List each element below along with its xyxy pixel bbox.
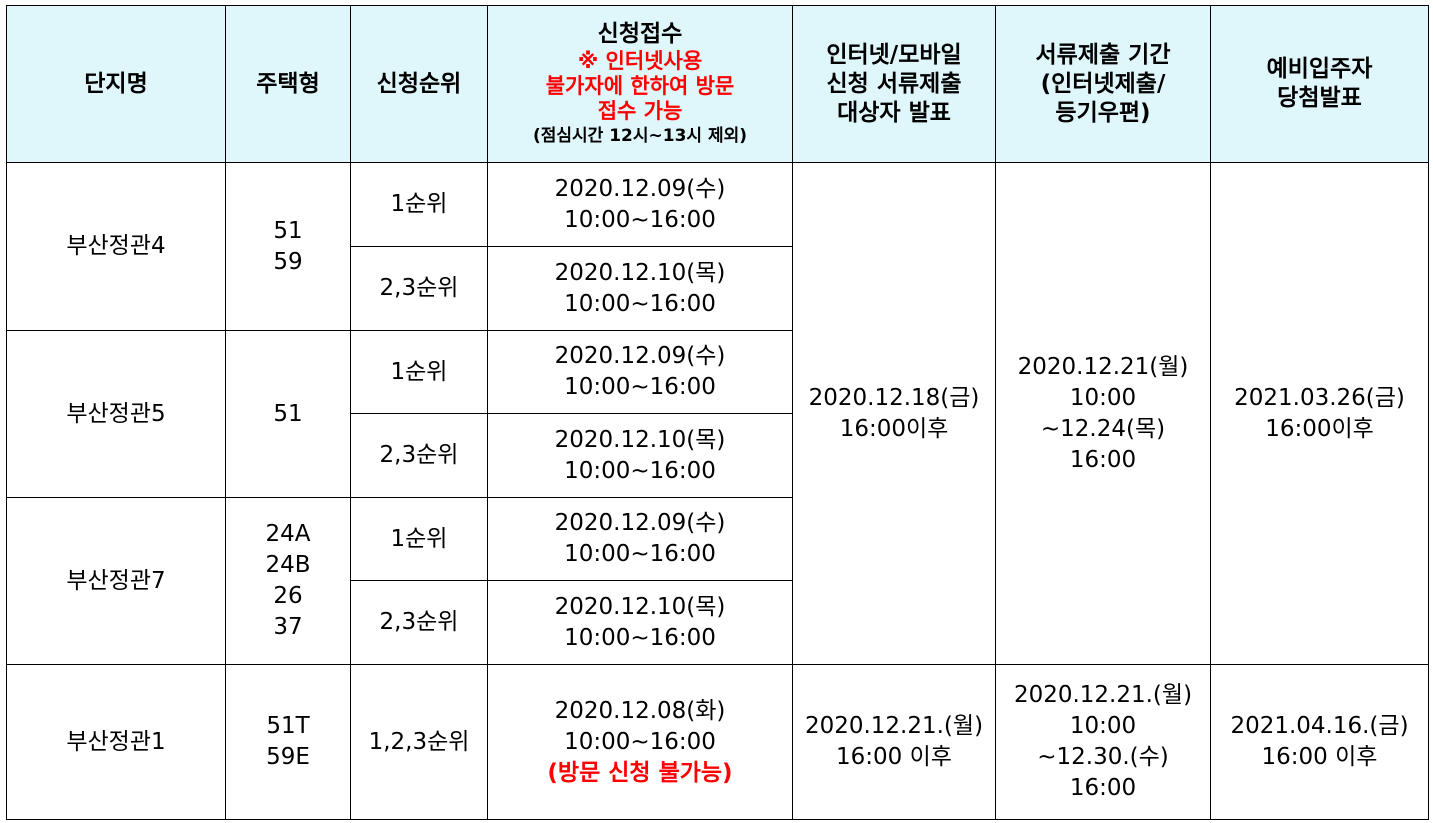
announce-time: 16:00이후 [839,415,949,442]
complex-name: 부산정관5 [6,330,226,498]
header-rank: 신청순위 [350,5,488,163]
rank-cell: 2,3순위 [350,580,488,665]
application-cell: 2020.12.08(화) 10:00~16:00 (방문 신청 불가능) [487,664,793,820]
application-time: 10:00~16:00 [564,290,716,317]
header-submission: 서류제출 기간 (인터넷제출/ 등기우편) [995,5,1211,163]
header-submission-line: 등기우편) [1055,99,1151,126]
submission-shared: 2020.12.21(월) 10:00 ~12.24(목) 16:00 [995,162,1211,665]
application-date: 2020.12.09(수) [554,510,726,536]
submission-line: 16:00 [1069,775,1137,801]
table-row: 부산정관4 51 59 1순위 2020.12.09(수) 10:00~16:0… [6,162,1429,665]
table-row: 2,3순위 2020.12.10(목) 10:00~16:00 [7,246,1429,331]
winner-shared: 2021.03.26(금) 16:00이후 [1210,162,1429,665]
header-announce-line: 인터넷/모바일 [826,41,962,68]
application-time: 10:00~16:00 [564,728,716,755]
header-application-note-3: 접수 가능 [597,99,683,123]
winner-date: 2021.03.26(금) [1234,384,1405,411]
header-application-note-1: ※ 인터넷사용 [577,49,703,73]
header-announce: 인터넷/모바일 신청 서류제출 대상자 발표 [792,5,996,163]
submission-line: ~12.30.(수) [1037,744,1169,770]
header-announce-line: 대상자 발표 [837,99,951,126]
application-cell: 2020.12.10(목) 10:00~16:00 [487,246,793,331]
announce-date: 2020.12.21.(월) [804,713,984,739]
application-time: 10:00~16:00 [564,624,716,651]
submission-line: 2020.12.21(월) [1017,353,1189,380]
house-type: 37 [273,614,303,640]
rank-cell: 1순위 [350,330,488,414]
header-winner-line: 당첨발표 [1277,85,1362,111]
house-type: 51T [266,713,310,739]
application-date: 2020.12.10(목) [554,426,726,453]
rank-cell: 1순위 [350,162,488,247]
table-row: 부산정관5 51 1순위 2020.12.09(수) 10:00~16:00 [6,330,1429,498]
announce-date: 2020.12.18(금) [808,384,980,411]
table-row: 2,3순위 2020.12.10(목) 10:00~16:00 [7,580,1429,665]
rank-cell: 2,3순위 [350,413,488,498]
application-cell: 2020.12.10(목) 10:00~16:00 [487,580,793,665]
application-cell: 2020.12.09(수) 10:00~16:00 [487,162,793,247]
house-type: 59 [273,248,303,275]
house-types: 51 59 [225,162,351,331]
application-cell: 2020.12.10(목) 10:00~16:00 [487,413,793,498]
visit-not-allowed-note: (방문 신청 불가능) [547,759,733,786]
application-time: 10:00~16:00 [564,541,716,567]
house-type: 24B [265,552,311,578]
complex-name: 부산정관4 [6,162,226,331]
application-date: 2020.12.09(수) [554,175,726,202]
table-row: 2,3순위 2020.12.10(목) 10:00~16:00 [7,413,1429,498]
header-application: 신청접수 ※ 인터넷사용 불가자에 한하여 방문 접수 가능 (점심시간 12시… [487,5,793,163]
application-time: 10:00~16:00 [564,374,716,400]
house-types: 51T 59E [225,664,351,820]
submission-cell: 2020.12.21.(월) 10:00 ~12.30.(수) 16:00 [995,664,1211,820]
application-date: 2020.12.10(목) [554,593,726,620]
rank-cell: 2,3순위 [350,246,488,331]
winner-cell: 2021.04.16.(금) 16:00 이후 [1210,664,1429,820]
header-application-lunch-note: (점심시간 12시~13시 제외) [532,126,748,146]
header-row: 단지명 주택형 신청순위 신청접수 ※ 인터넷사용 불가자에 한하여 방문 접수… [6,5,1429,163]
submission-line: ~12.24(목) [1040,415,1166,442]
winner-time: 16:00 이후 [1261,744,1378,770]
submission-line: 16:00 [1069,446,1137,473]
announce-shared: 2020.12.18(금) 16:00이후 [792,162,996,665]
application-date: 2020.12.08(화) [554,697,726,724]
header-winner: 예비입주자 당첨발표 [1210,5,1429,163]
table-row: 부산정관1 51T 59E 1,2,3순위 2020.12.08(화) 10:0… [6,664,1429,820]
schedule-table: 단지명 주택형 신청순위 신청접수 ※ 인터넷사용 불가자에 한하여 방문 접수… [6,5,1429,820]
house-types: 24A 24B 26 37 [225,497,351,665]
house-type: 24A [265,521,311,547]
header-application-title: 신청접수 [597,21,683,47]
header-house-type: 주택형 [225,5,351,163]
rank-cell: 1,2,3순위 [350,664,488,820]
house-type: 59E [266,744,310,770]
announce-time: 16:00 이후 [836,744,952,770]
complex-name: 부산정관7 [6,497,226,665]
announce-cell: 2020.12.21.(월) 16:00 이후 [792,664,996,820]
winner-date: 2021.04.16.(금) [1230,713,1409,739]
house-type: 51 [273,217,303,244]
table-row: 부산정관7 24A 24B 26 37 1순위 2020.12.09(수) 10… [6,497,1429,665]
header-complex: 단지명 [6,5,226,163]
header-application-note-2: 불가자에 한하여 방문 [545,74,735,98]
submission-line: 2020.12.21.(월) [1013,682,1193,708]
application-cell: 2020.12.09(수) 10:00~16:00 [487,497,793,581]
complex-name: 부산정관1 [6,664,226,820]
winner-time: 16:00이후 [1265,415,1374,442]
header-submission-line: (인터넷제출/ [1040,70,1166,97]
submission-line: 10:00 [1069,384,1137,411]
application-time: 10:00~16:00 [564,457,716,484]
header-submission-line: 서류제출 기간 [1035,41,1171,68]
application-time: 10:00~16:00 [564,206,716,233]
application-cell: 2020.12.09(수) 10:00~16:00 [487,330,793,414]
rank-cell: 1순위 [350,497,488,581]
submission-line: 10:00 [1069,713,1137,739]
house-type: 51 [273,400,303,427]
header-winner-line: 예비입주자 [1266,56,1373,82]
house-type: 26 [273,583,303,609]
application-date: 2020.12.10(목) [554,259,726,286]
application-date: 2020.12.09(수) [554,343,726,369]
header-announce-line: 신청 서류제출 [826,70,962,97]
house-types: 51 [225,330,351,498]
